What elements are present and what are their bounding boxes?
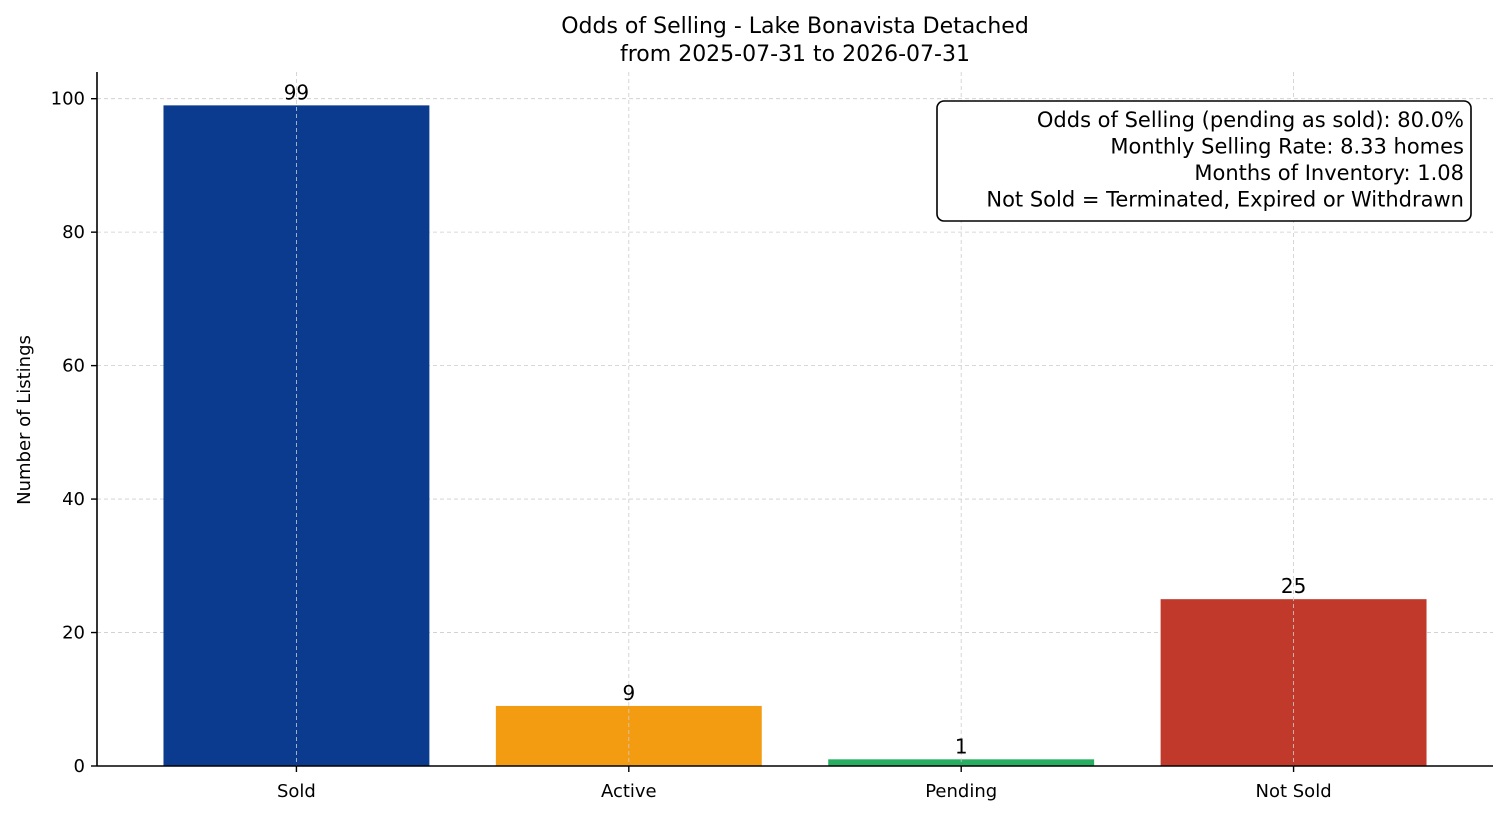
y-tick-label: 40: [62, 489, 85, 510]
y-tick-label: 0: [74, 756, 85, 777]
y-tick-label: 60: [62, 356, 85, 377]
x-tick-label: Not Sold: [1256, 781, 1332, 802]
chart-title: Odds of Selling - Lake Bonavista Detache…: [561, 14, 1029, 39]
axes-layer: [91, 72, 1493, 772]
info-box-line: Monthly Selling Rate: 8.33 homes: [1110, 135, 1464, 159]
info-box-line: Months of Inventory: 1.08: [1194, 161, 1464, 185]
bar-active: [495, 705, 762, 766]
y-tick-label: 80: [62, 222, 85, 243]
bar-value-label: 9: [622, 681, 635, 705]
info-box: Odds of Selling (pending as sold): 80.0%…: [936, 100, 1472, 222]
bar-value-label: 25: [1281, 574, 1306, 598]
y-tick-label: 100: [51, 89, 85, 110]
info-box-frame: [936, 100, 1472, 222]
info-box-line: Odds of Selling (pending as sold): 80.0%: [1037, 108, 1464, 132]
bar-sold: [163, 105, 430, 767]
x-tick-label: Pending: [925, 781, 997, 802]
info-box-line: Not Sold = Terminated, Expired or Withdr…: [986, 188, 1464, 212]
x-tick-label: Active: [601, 781, 657, 802]
bar-value-label: 99: [284, 80, 309, 104]
y-tick-label: 20: [62, 623, 85, 644]
chart-subtitle: from 2025-07-31 to 2026-07-31: [620, 42, 970, 67]
labels-layer: 0 20 40 60 80 100 99 Sold 9 Active 1 Pending 25 Not S…: [51, 80, 1332, 802]
bar-value-label: 1: [955, 734, 968, 758]
bar-pending: [828, 759, 1095, 766]
y-axis-label: Number of Listings: [14, 335, 35, 505]
x-tick-label: Sold: [277, 781, 316, 802]
